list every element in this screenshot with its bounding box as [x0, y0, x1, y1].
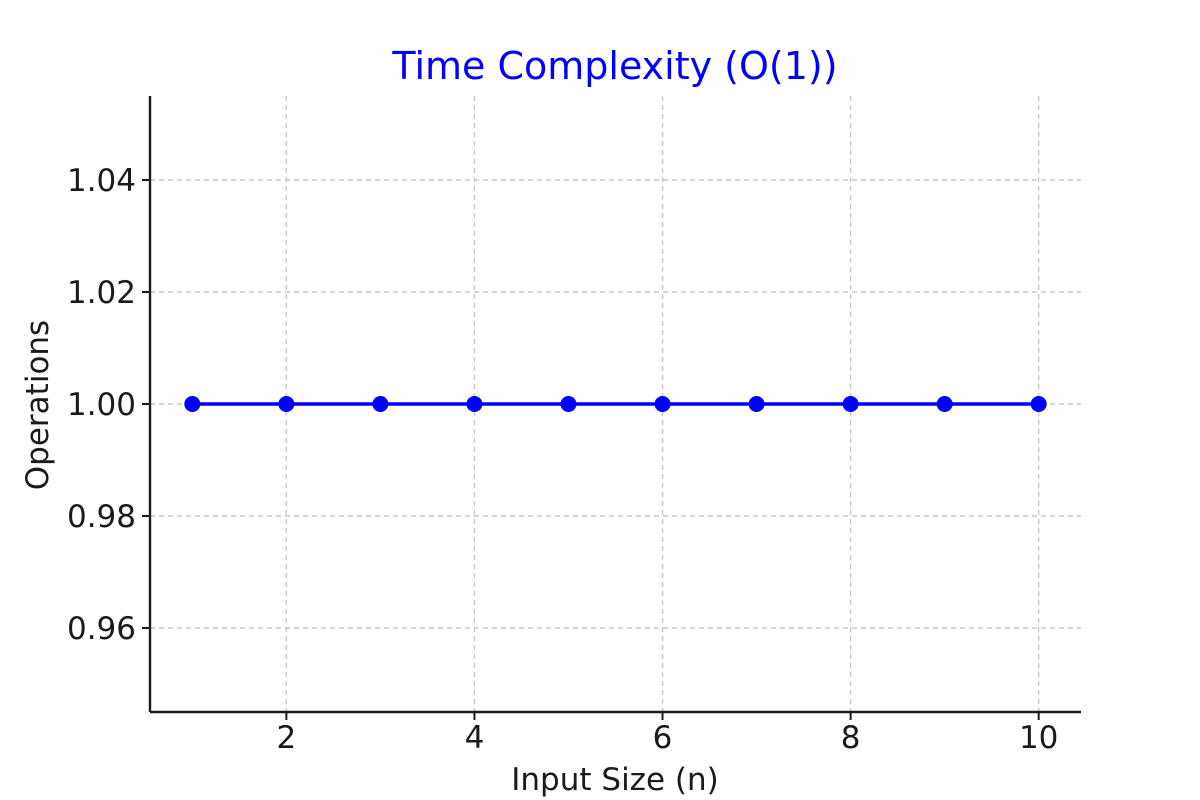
chart-title: Time Complexity (O(1)) — [391, 44, 837, 88]
y-ticks: 0.96 0.98 1.00 1.02 1.04 — [67, 163, 150, 647]
data-point — [748, 396, 765, 412]
data-point — [466, 396, 483, 412]
data-point — [1030, 396, 1047, 412]
data-point — [654, 396, 671, 412]
y-tick-label: 1.00 — [67, 387, 136, 423]
x-tick-label: 10 — [1019, 720, 1058, 756]
x-tick-label: 6 — [653, 720, 673, 756]
data-point — [936, 396, 953, 412]
series — [184, 396, 1047, 412]
data-point — [842, 396, 859, 412]
y-tick-label: 1.02 — [67, 275, 136, 311]
x-axis-label: Input Size (n) — [511, 762, 718, 798]
y-tick-label: 1.04 — [67, 163, 136, 199]
x-tick-label: 4 — [465, 720, 485, 756]
y-tick-label: 0.98 — [67, 499, 136, 535]
x-tick-label: 8 — [841, 720, 861, 756]
x-ticks: 2 4 6 8 10 — [276, 712, 1058, 756]
data-point — [278, 396, 295, 412]
data-point — [372, 396, 389, 412]
y-tick-label: 0.96 — [67, 611, 136, 647]
data-point — [184, 396, 201, 412]
x-tick-label: 2 — [276, 720, 296, 756]
data-point — [560, 396, 577, 412]
y-axis-label: Operations — [20, 320, 56, 490]
